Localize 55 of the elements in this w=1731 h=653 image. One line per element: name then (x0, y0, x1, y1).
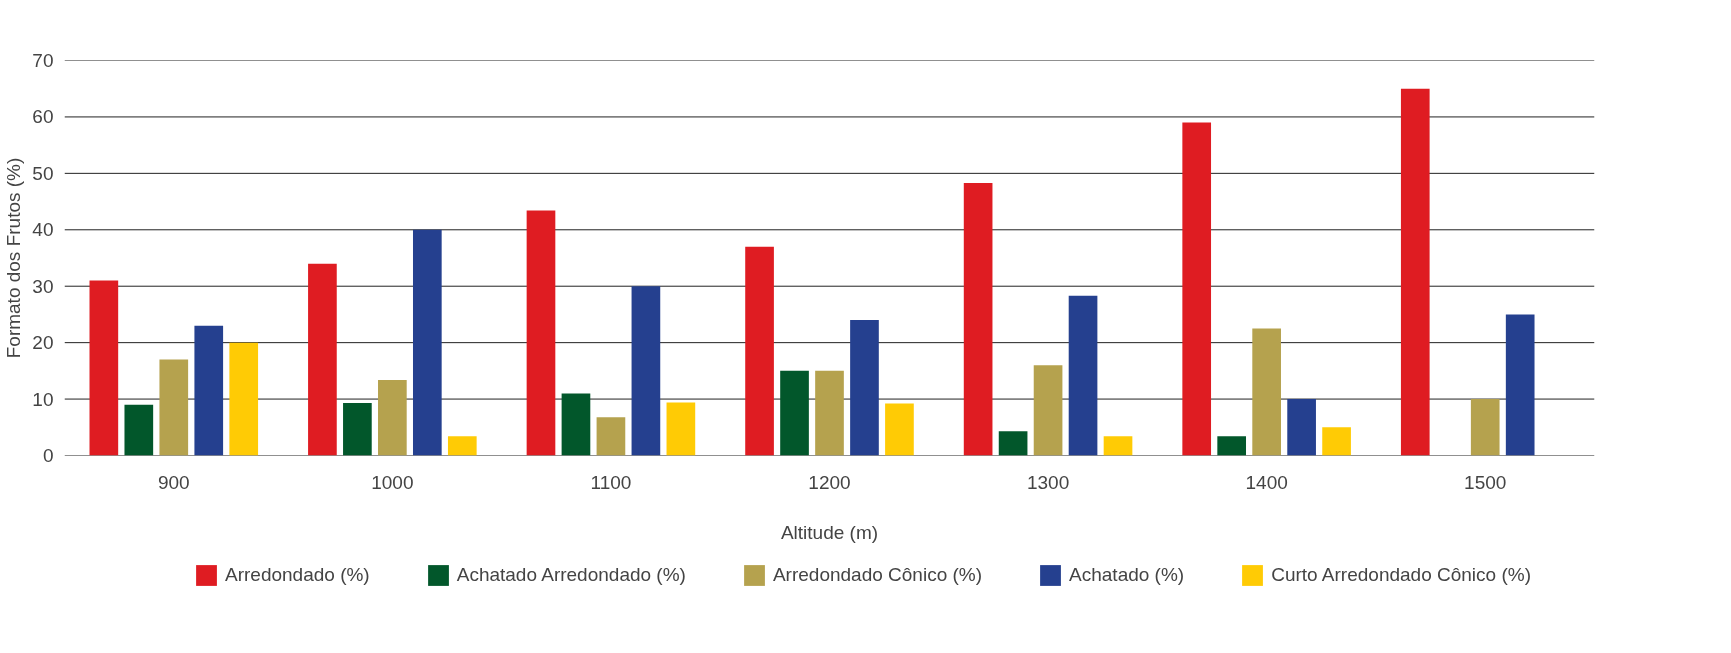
bar (378, 379, 407, 456)
x-tick-label: 900 (157, 471, 190, 493)
bar (1505, 314, 1535, 456)
bar (447, 436, 477, 456)
y-tick-label: 70 (32, 50, 54, 71)
bar (89, 280, 119, 456)
bar (885, 403, 914, 456)
bar (124, 404, 154, 456)
bar (1217, 436, 1247, 456)
bar (1470, 399, 1500, 456)
bar (561, 393, 591, 456)
bar (1068, 295, 1098, 456)
bar (745, 246, 774, 456)
x-axis-title: Altitude (m) (780, 521, 879, 543)
y-tick-label: 0 (42, 445, 54, 466)
bar (1033, 365, 1063, 456)
bar (850, 320, 879, 456)
bar (1103, 436, 1133, 456)
x-tick-label: 1000 (371, 471, 414, 493)
bar (998, 431, 1028, 456)
bar (194, 325, 224, 456)
bar (631, 286, 661, 456)
bar (1322, 427, 1351, 456)
bar (1400, 88, 1430, 456)
bar (596, 417, 626, 456)
x-tick-label: 1300 (1026, 471, 1070, 493)
bar (1252, 328, 1281, 456)
bar (159, 359, 189, 456)
legend-label: Arredondado Cônico (%) (772, 564, 983, 586)
y-tick-label: 60 (32, 106, 54, 128)
bar (229, 342, 259, 456)
x-tick-label: 1400 (1245, 471, 1288, 493)
legend-label: Achatado Arredondado (%) (456, 564, 686, 586)
x-tick-label: 1500 (1464, 471, 1507, 493)
bar (1182, 122, 1212, 456)
bar (815, 370, 844, 456)
y-axis-title: Formato dos Frutos (%) (3, 157, 25, 359)
bar (963, 182, 993, 456)
x-tick-label: 1200 (808, 471, 851, 493)
bar (780, 370, 809, 456)
bar (343, 403, 372, 456)
bar (526, 210, 556, 456)
legend-label: Arredondado (%) (225, 564, 370, 586)
y-tick-label: 40 (32, 219, 54, 241)
y-tick-label: 30 (32, 275, 54, 297)
y-tick-label: 20 (32, 332, 54, 354)
x-tick-label: 1100 (590, 471, 632, 493)
legend-label: Curto Arredondado Cônico (%) (1271, 564, 1531, 586)
bar (666, 402, 696, 456)
bar (308, 263, 337, 456)
y-tick-label: 50 (32, 162, 54, 184)
y-tick-label: 10 (32, 388, 54, 410)
bar (412, 229, 442, 456)
legend-label: Achatado (%) (1069, 564, 1185, 586)
bar (1287, 399, 1316, 456)
